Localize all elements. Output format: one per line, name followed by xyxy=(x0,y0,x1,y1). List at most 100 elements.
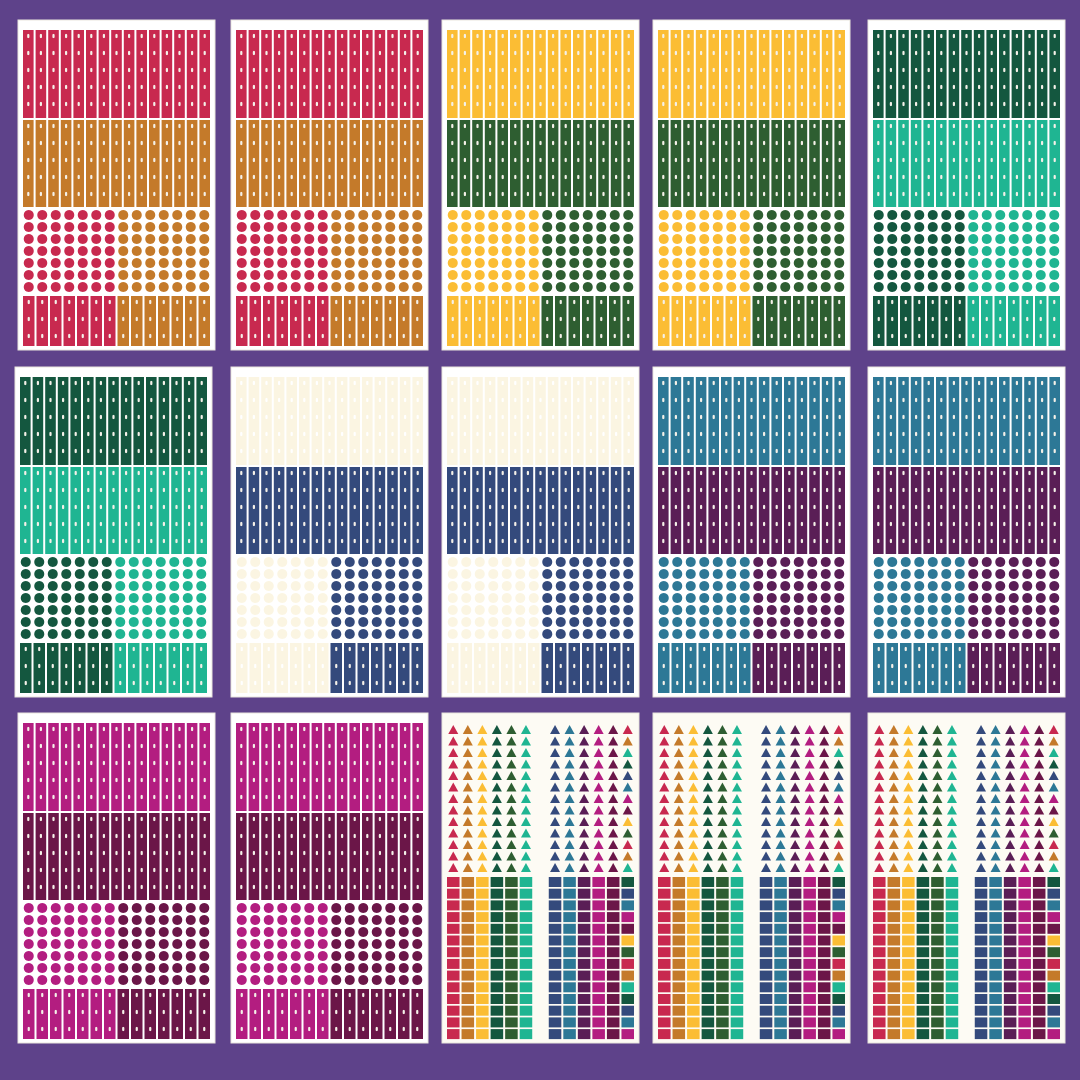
sticker-dot xyxy=(699,281,710,293)
sticker-triangle xyxy=(833,828,844,838)
sticker-dot xyxy=(236,257,247,269)
sticker-strip xyxy=(199,813,210,900)
sticker-dot xyxy=(555,209,566,221)
sticker-dot xyxy=(461,616,472,628)
sticker-dot xyxy=(793,233,804,245)
sticker-dot xyxy=(474,568,485,580)
sticker-dot xyxy=(317,245,328,257)
sticker-strip xyxy=(923,30,934,118)
sticker-dot xyxy=(941,209,952,221)
sticker-triangle xyxy=(976,828,987,838)
sticker-triangle xyxy=(506,851,517,861)
sticker-triangle xyxy=(790,794,801,803)
sticker-dot xyxy=(766,604,777,616)
sticker-dot xyxy=(37,221,48,233)
sticker-triangle xyxy=(702,863,713,872)
sticker-square xyxy=(788,1017,802,1028)
sticker-square xyxy=(519,994,533,1004)
sticker-dot xyxy=(185,938,196,950)
sticker-square xyxy=(873,888,886,899)
sticker-triangle xyxy=(917,725,928,734)
sticker-dot xyxy=(447,257,458,269)
sticker-dot xyxy=(488,556,499,568)
sticker-dot xyxy=(941,257,952,269)
sticker-dot xyxy=(981,269,992,281)
sticker-triangle xyxy=(622,748,633,757)
sticker-sheet xyxy=(441,366,640,698)
sticker-triangle xyxy=(608,805,619,815)
sticker-dot xyxy=(172,926,183,938)
sticker-strip xyxy=(771,467,782,554)
sticker-square xyxy=(548,900,562,911)
sticker-dot xyxy=(739,281,750,293)
sticker-dot xyxy=(37,233,48,245)
sticker-dot xyxy=(101,580,112,592)
sticker-strip xyxy=(695,377,707,465)
sticker-strip xyxy=(311,813,323,900)
sticker-triangle xyxy=(1048,805,1059,815)
sticker-triangle xyxy=(990,736,1001,746)
sticker-dot xyxy=(317,269,328,281)
sticker-dot xyxy=(371,902,382,914)
sticker-strip xyxy=(299,30,310,118)
sticker-strip xyxy=(784,377,795,465)
sticker-strip xyxy=(149,30,160,118)
sticker-dot xyxy=(88,604,99,616)
sticker-triangle xyxy=(1005,805,1016,815)
sticker-strip xyxy=(658,30,669,118)
sticker-square xyxy=(716,1029,729,1040)
sticker-strip xyxy=(120,377,132,465)
sticker-strip xyxy=(236,30,247,118)
sticker-dot xyxy=(61,568,72,580)
sticker-strip xyxy=(273,377,285,465)
sticker-triangle xyxy=(491,794,502,803)
sticker-strip xyxy=(821,30,833,118)
sticker-square xyxy=(873,994,886,1004)
sticker-strip xyxy=(261,30,272,118)
sticker-dot xyxy=(145,233,156,245)
sticker-square xyxy=(989,1017,1002,1028)
sticker-dot xyxy=(900,556,911,568)
sticker-dot xyxy=(834,257,845,269)
sticker-square xyxy=(447,888,460,899)
sticker-dot xyxy=(131,233,142,245)
sticker-square xyxy=(931,923,944,934)
sticker-strip xyxy=(610,377,622,465)
sticker-dot xyxy=(461,233,472,245)
sticker-triangle xyxy=(1048,748,1059,757)
sticker-dot xyxy=(753,592,764,604)
sticker-dot xyxy=(1008,556,1019,568)
sticker-dot xyxy=(317,926,328,938)
sticker-square xyxy=(945,923,959,934)
sticker-dot xyxy=(277,592,288,604)
sticker-strip xyxy=(136,120,147,207)
sticker-dot xyxy=(169,556,180,568)
sticker-square xyxy=(490,888,504,899)
sticker-dot xyxy=(118,926,129,938)
sticker-square xyxy=(490,912,504,923)
sticker-strip xyxy=(70,467,81,554)
sticker-strip xyxy=(923,377,934,465)
sticker-triangle xyxy=(761,805,772,815)
sticker-square xyxy=(902,1029,915,1040)
sticker-strip xyxy=(560,467,571,554)
sticker-dot xyxy=(344,592,355,604)
sticker-square xyxy=(519,1017,533,1028)
sticker-dot xyxy=(623,556,634,568)
sticker-triangle xyxy=(564,817,575,826)
sticker-triangle xyxy=(717,725,728,734)
sticker-dot xyxy=(820,592,831,604)
sticker-triangle xyxy=(717,794,728,803)
sticker-dot xyxy=(290,926,301,938)
sticker-square xyxy=(887,935,901,946)
sticker-triangle xyxy=(520,748,531,757)
sticker-dot xyxy=(172,974,183,986)
sticker-dot xyxy=(74,616,85,628)
sticker-square xyxy=(476,935,489,946)
sticker-dot xyxy=(185,281,196,293)
sticker-strip xyxy=(1049,467,1060,554)
sticker-triangle xyxy=(673,863,684,872)
sticker-dot xyxy=(118,914,129,926)
sticker-dot xyxy=(474,580,485,592)
